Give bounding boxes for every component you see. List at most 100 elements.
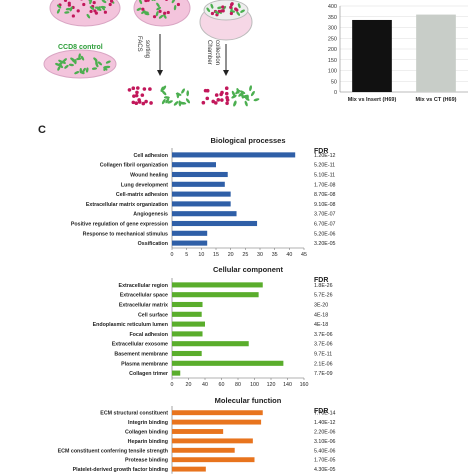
x-tick-label: Mix vs Insert (H69) [348, 97, 397, 103]
bar [172, 220, 258, 227]
bar [172, 370, 181, 376]
green-cell [242, 94, 249, 99]
green-cell [167, 100, 173, 104]
green-cell [96, 7, 102, 11]
fdr-value: 3.10E-06 [314, 439, 336, 445]
red-cell [142, 87, 147, 91]
green-cell [233, 101, 237, 107]
category-label: Ossification [138, 241, 168, 247]
red-cell [82, 2, 86, 7]
facs-label: FACS [136, 36, 142, 52]
green-cell [74, 71, 80, 75]
bar [172, 201, 231, 207]
red-cell [211, 99, 216, 104]
green-cell [231, 90, 236, 97]
red-cell [67, 1, 71, 5]
category-label: ECM constituent conferring tensile stren… [58, 448, 168, 454]
category-label: Extracellular matrix [119, 303, 168, 309]
fdr-value: 7.70E-14 [314, 411, 336, 417]
control-dish [43, 49, 117, 79]
bar [172, 292, 259, 298]
red-cell [131, 100, 136, 105]
red-cell [216, 98, 221, 102]
y-tick-label: 400 [328, 4, 337, 10]
green-cell [186, 90, 190, 97]
green-cell [143, 11, 149, 14]
red-cell [136, 86, 140, 90]
chart-title: Molecular function [215, 396, 282, 405]
bar [172, 466, 206, 472]
red-cell [141, 101, 146, 106]
panel-letter: C [38, 124, 46, 136]
x-tick-label: 140 [283, 382, 292, 388]
fdr-value: 1.20E-12 [314, 153, 336, 159]
green-cell [62, 58, 67, 63]
fdr-header: FDR [314, 408, 328, 415]
x-tick-label: 40 [286, 252, 292, 258]
fdr-value: 1.8E-26 [314, 283, 333, 289]
fdr-value: 6.70E-07 [314, 222, 336, 228]
red-cell [134, 101, 139, 106]
red-cell [80, 0, 83, 1]
sorting-label: sorting [144, 40, 150, 59]
green-cell [210, 3, 214, 9]
y-tick-label: 150 [328, 58, 337, 64]
fdr-value: 8.70E-08 [314, 192, 336, 198]
x-tick-label: 0 [171, 252, 174, 258]
facs-dish [133, 0, 191, 27]
green-cell [173, 5, 177, 11]
red-cell [210, 11, 215, 16]
category-label: Focal adhesion [129, 332, 168, 338]
red-cell [229, 11, 233, 16]
red-cell [165, 0, 168, 1]
green-cell [105, 60, 111, 64]
bar [172, 301, 203, 308]
bar [172, 211, 237, 217]
fdr-value: 3.7E-06 [314, 342, 333, 348]
green-cell [71, 59, 76, 63]
fdr-value: 3.70E-07 [314, 212, 336, 218]
green-cell [78, 53, 81, 59]
chart-title: Biological processes [210, 136, 285, 145]
bar [172, 350, 202, 357]
red-cell [220, 98, 224, 102]
bar [172, 331, 203, 337]
green-cell [155, 11, 159, 17]
green-cell [178, 101, 185, 105]
bar [172, 311, 202, 317]
green-cell [206, 7, 211, 13]
red-cell [229, 2, 234, 7]
red-cell [135, 90, 139, 95]
red-cell [76, 9, 80, 13]
y-tick-label: 50 [331, 79, 337, 85]
category-label: Heparin binding [128, 439, 168, 445]
green-cell [240, 9, 245, 13]
x-tick-label: 80 [235, 382, 241, 388]
biological-processes-chart: Biological processes FDR Cell adhesion 1.20… [71, 136, 336, 258]
x-tick-label: 160 [300, 382, 309, 388]
green-cell [181, 88, 185, 94]
bar [172, 429, 224, 434]
category-label: Extracellular space [120, 293, 168, 299]
green-cell [56, 8, 61, 14]
green-cell [101, 6, 105, 11]
red-cell [127, 88, 132, 92]
red-cell [71, 14, 75, 18]
green-cell [173, 101, 179, 106]
red-cell [93, 9, 97, 13]
red-cell [141, 7, 145, 11]
bar [172, 341, 249, 347]
green-cell [86, 13, 91, 19]
fdr-value: 1.40E-12 [314, 420, 336, 426]
bar [172, 457, 255, 463]
green-cell [237, 3, 241, 9]
green-cell [101, 0, 107, 3]
green-cell [253, 98, 260, 102]
bar [172, 282, 263, 288]
fdr-value: 9.10E-08 [314, 202, 336, 208]
category-label: Response to mechanical stimulus [83, 231, 168, 237]
chamber-label: Chamber [206, 40, 212, 65]
bar [172, 152, 296, 158]
fdr-value: 9.7E-11 [314, 352, 332, 358]
green-cell [68, 63, 75, 67]
